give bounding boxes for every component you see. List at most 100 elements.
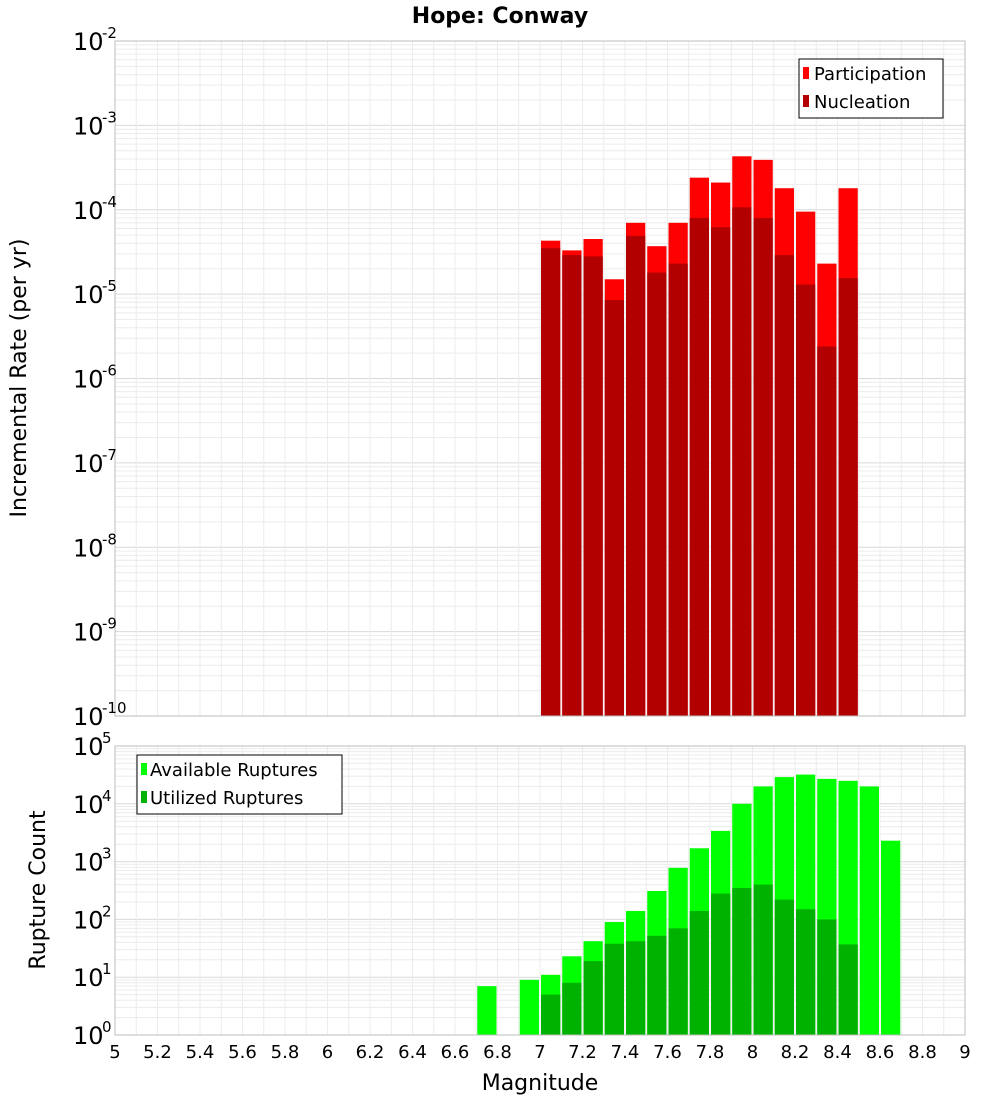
nucleation-bar <box>774 255 794 716</box>
y-tick-base: 10 <box>73 791 104 819</box>
utilized-ruptures-bar <box>711 893 731 1035</box>
y-tick-label: 10-6 <box>73 362 117 394</box>
nucleation-bar <box>668 263 688 716</box>
y-tick-exponent: -2 <box>102 24 117 42</box>
y-tick-base: 10 <box>73 450 104 478</box>
participation-legend-swatch <box>803 67 809 79</box>
nucleation-bar <box>711 227 731 716</box>
y-tick-label: 10-2 <box>73 24 117 56</box>
y-tick-base: 10 <box>73 366 104 394</box>
x-tick-label: 6.8 <box>483 1042 512 1063</box>
nucleation-bar <box>562 255 582 716</box>
utilized-ruptures-bar <box>562 982 582 1035</box>
utilized-ruptures-bar <box>838 944 858 1035</box>
x-axis-title: Magnitude <box>482 1071 599 1096</box>
utilized-ruptures-bar <box>689 910 709 1035</box>
nucleation-legend-swatch <box>803 95 809 107</box>
nucleation-bar <box>753 217 773 716</box>
utilized-ruptures-bar <box>796 909 816 1035</box>
x-tick-label: 7.4 <box>611 1042 640 1063</box>
y-tick-base: 10 <box>73 1022 104 1050</box>
x-tick-label: 8.2 <box>781 1042 810 1063</box>
y-tick-label: 100 <box>73 1018 112 1050</box>
x-tick-label: 5.4 <box>186 1042 215 1063</box>
x-tick-label: 5.2 <box>143 1042 172 1063</box>
nucleation-bar <box>583 256 603 716</box>
count-y-axis-title: Rupture Count <box>26 810 51 970</box>
utilized-ruptures-bar <box>604 943 624 1035</box>
nucleation-bar <box>689 217 709 716</box>
available-ruptures-bar <box>477 986 497 1035</box>
nucleation-bar <box>604 300 624 716</box>
y-tick-label: 10-8 <box>73 530 117 562</box>
y-tick-label: 101 <box>73 960 112 992</box>
y-tick-base: 10 <box>73 849 104 877</box>
y-tick-base: 10 <box>73 733 104 761</box>
available-ruptures-bar <box>519 979 539 1035</box>
y-tick-label: 102 <box>73 902 112 934</box>
count-plot-frame <box>114 745 966 1036</box>
rate-gridlines <box>114 41 966 717</box>
utilized-legend-label: Utilized Ruptures <box>150 788 303 809</box>
utilized-ruptures-bar <box>774 899 794 1035</box>
y-tick-label: 103 <box>73 845 112 877</box>
utilized-ruptures-bar <box>583 961 603 1035</box>
available-legend-label: Available Ruptures <box>150 760 318 781</box>
utilized-ruptures-bar <box>817 919 837 1035</box>
y-tick-base: 10 <box>73 28 104 56</box>
y-tick-base: 10 <box>73 703 104 731</box>
x-tick-label: 5.8 <box>271 1042 300 1063</box>
y-tick-label: 10-10 <box>73 699 127 731</box>
x-tick-label: 6.4 <box>398 1042 427 1063</box>
available-legend-swatch <box>141 763 147 775</box>
utilized-ruptures-bar <box>753 884 773 1035</box>
y-tick-exponent: 3 <box>102 845 112 863</box>
rate-bars <box>541 156 858 717</box>
y-tick-label: 104 <box>73 787 112 819</box>
nucleation-legend-label: Nucleation <box>814 92 910 113</box>
x-tick-label: 5.6 <box>228 1042 257 1063</box>
y-tick-base: 10 <box>73 906 104 934</box>
nucleation-bar <box>732 207 752 716</box>
available-ruptures-bar <box>881 840 901 1035</box>
y-tick-base: 10 <box>73 281 104 309</box>
x-tick-label: 8.8 <box>908 1042 937 1063</box>
y-tick-label: 105 <box>73 729 112 761</box>
utilized-ruptures-bar <box>541 994 561 1035</box>
x-tick-label: 8.6 <box>866 1042 895 1063</box>
count-legend-box <box>136 754 343 815</box>
available-ruptures-bar <box>859 786 879 1035</box>
nucleation-bar <box>541 248 561 717</box>
y-tick-exponent: -4 <box>102 193 117 211</box>
y-tick-exponent: -8 <box>102 530 117 548</box>
nucleation-bar <box>817 346 837 716</box>
y-tick-label: 10-3 <box>73 108 117 140</box>
y-tick-base: 10 <box>73 619 104 647</box>
y-tick-base: 10 <box>73 964 104 992</box>
x-tick-label: 5 <box>109 1042 120 1063</box>
count-legend: Available Ruptures Utilized Ruptures <box>136 754 343 815</box>
nucleation-bar <box>838 278 858 716</box>
utilized-ruptures-bar <box>626 941 646 1035</box>
rate-plot-frame <box>114 40 966 717</box>
utilized-ruptures-bar <box>647 935 667 1035</box>
y-tick-label: 10-4 <box>73 193 117 225</box>
y-tick-exponent: -6 <box>102 362 117 380</box>
y-tick-exponent: 5 <box>102 729 112 747</box>
chart-title: Hope: Conway <box>412 4 588 29</box>
count-bars <box>477 774 901 1035</box>
y-tick-exponent: -7 <box>102 446 117 464</box>
y-tick-exponent: 0 <box>102 1018 112 1036</box>
x-tick-label: 7.2 <box>568 1042 597 1063</box>
y-tick-label: 10-9 <box>73 615 117 647</box>
utilized-legend-swatch <box>141 791 147 803</box>
x-tick-label: 8.4 <box>823 1042 852 1063</box>
x-tick-label: 6 <box>322 1042 333 1063</box>
x-tick-label: 6.6 <box>441 1042 470 1063</box>
x-tick-label: 9 <box>959 1042 970 1063</box>
y-tick-exponent: -5 <box>102 277 117 295</box>
